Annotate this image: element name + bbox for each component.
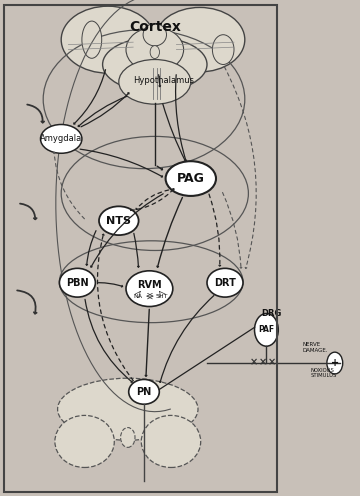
Text: ×: × xyxy=(268,357,276,367)
Text: NERVE: NERVE xyxy=(302,342,320,347)
Ellipse shape xyxy=(119,60,191,104)
Ellipse shape xyxy=(61,6,155,73)
Circle shape xyxy=(255,313,278,346)
Text: DRT: DRT xyxy=(214,278,236,288)
Text: Cortex: Cortex xyxy=(129,20,181,34)
Text: Hypothalamus: Hypothalamus xyxy=(133,76,194,85)
Ellipse shape xyxy=(166,161,216,196)
Circle shape xyxy=(121,428,135,447)
Ellipse shape xyxy=(55,416,114,467)
Ellipse shape xyxy=(207,268,243,297)
Ellipse shape xyxy=(82,21,102,59)
Text: STIMULUS: STIMULUS xyxy=(311,373,337,378)
Text: 5HT: 5HT xyxy=(156,294,168,299)
Text: DRG: DRG xyxy=(262,309,282,318)
Circle shape xyxy=(327,352,343,374)
Ellipse shape xyxy=(129,379,159,404)
Ellipse shape xyxy=(126,271,173,307)
Text: DAMAGE.: DAMAGE. xyxy=(302,348,328,353)
Text: NA: NA xyxy=(133,294,142,299)
Ellipse shape xyxy=(155,7,245,72)
Text: RVM: RVM xyxy=(137,280,162,290)
Circle shape xyxy=(150,46,159,59)
Ellipse shape xyxy=(126,27,184,72)
Ellipse shape xyxy=(59,268,95,297)
Text: NOXIOUS: NOXIOUS xyxy=(311,368,334,373)
Text: PAG: PAG xyxy=(177,172,205,185)
Text: PAF: PAF xyxy=(258,325,274,334)
Text: Amygdala: Amygdala xyxy=(40,134,82,143)
Text: PBN: PBN xyxy=(66,278,89,288)
Text: PN: PN xyxy=(136,387,152,397)
Ellipse shape xyxy=(143,23,166,46)
Ellipse shape xyxy=(141,416,201,467)
Ellipse shape xyxy=(99,206,139,235)
Ellipse shape xyxy=(58,378,198,440)
Ellipse shape xyxy=(103,37,207,92)
Text: NTS: NTS xyxy=(106,216,131,226)
Ellipse shape xyxy=(212,35,234,64)
Text: +: + xyxy=(331,358,339,368)
Text: ×: × xyxy=(250,357,258,367)
Text: ×: × xyxy=(259,357,267,367)
Ellipse shape xyxy=(40,124,82,153)
